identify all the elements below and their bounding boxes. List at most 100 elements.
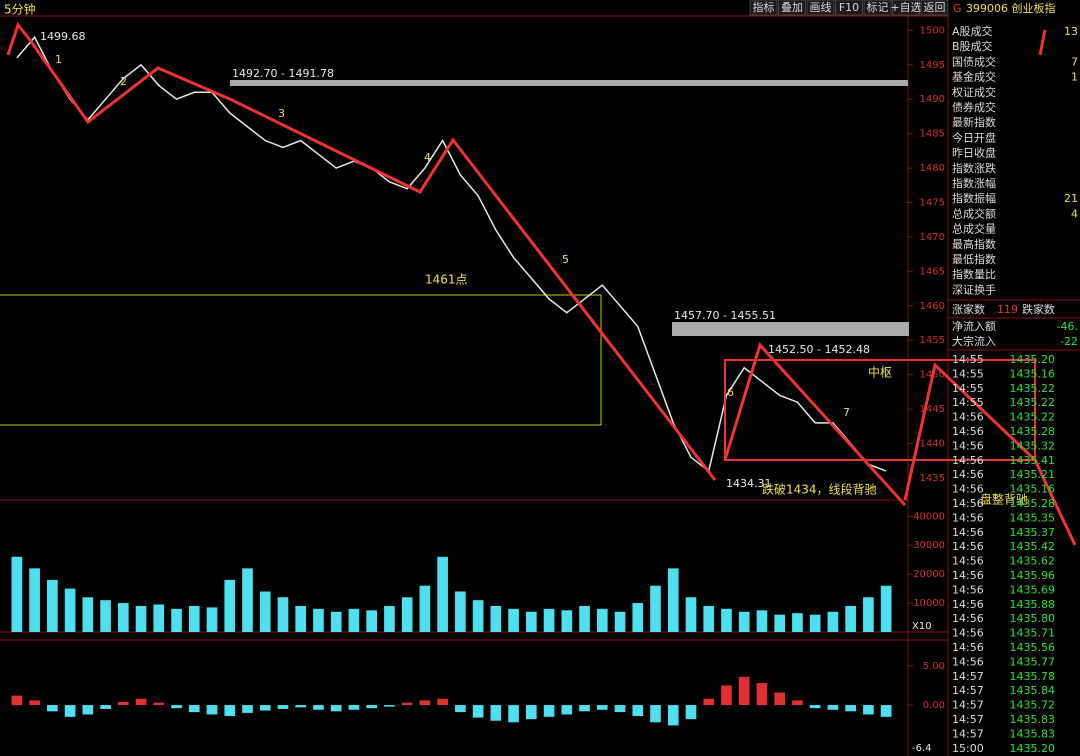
volume-bar	[171, 608, 182, 632]
y-tick-label: 20000	[913, 569, 945, 580]
macd-bar	[29, 700, 40, 706]
toolbar-button[interactable]	[778, 0, 806, 16]
volume-bar	[756, 610, 768, 632]
volume-bar	[117, 603, 129, 632]
y-tick-label: 1485	[920, 129, 945, 140]
tick-time: 14:56	[952, 583, 984, 596]
tick-time: 14:57	[952, 699, 984, 712]
annotation: 盘整背驰	[980, 492, 1028, 507]
toolbar-label[interactable]: 叠加	[781, 1, 803, 14]
level-box	[0, 294, 602, 426]
tick-time: 14:56	[952, 555, 984, 568]
tick-price: 1435.35	[1010, 511, 1056, 524]
annotation: 1434.31	[726, 477, 772, 490]
tick-time: 14:56	[952, 627, 984, 640]
toolbar-button[interactable]	[806, 0, 835, 16]
tick-time: 14:56	[952, 411, 984, 424]
volume-bar	[880, 585, 892, 632]
macd-bar	[561, 705, 573, 715]
tick-price: 1435.71	[1010, 627, 1056, 640]
toolbar-label[interactable]: 画线	[810, 0, 832, 14]
panel-value: 13	[1064, 25, 1078, 38]
tick-price: 1435.84	[1010, 684, 1056, 697]
volume-bar	[561, 610, 573, 632]
y-tick-label: 1470	[920, 232, 945, 243]
tick-time: 14:56	[952, 540, 984, 553]
macd-bar	[596, 705, 608, 710]
annotation: -6.4	[912, 743, 932, 754]
y-tick-label: 0.00	[923, 700, 945, 711]
wave-label: 5	[562, 253, 569, 266]
y-tick-label: 10000	[913, 598, 945, 609]
macd-bar	[401, 702, 413, 706]
tick-price: 1435.77	[1010, 655, 1056, 668]
toolbar: 指标 叠加 画线 F10 标记 +自选 返回	[749, 0, 949, 16]
toolbar-button[interactable]	[835, 0, 863, 16]
volume-bar	[508, 608, 519, 632]
toolbar-button[interactable]	[749, 0, 778, 16]
macd-bar	[579, 705, 590, 712]
tick-time: 14:56	[952, 612, 984, 625]
macd-bar	[845, 705, 856, 712]
toolbar-label[interactable]: 指标	[753, 0, 775, 14]
tick-time: 14:56	[952, 439, 984, 452]
toolbar-label[interactable]: 标记	[867, 0, 889, 14]
volume-bar	[29, 568, 40, 632]
wave-label: 3	[278, 107, 285, 120]
volume-bar	[650, 585, 661, 632]
macd-bar	[774, 692, 786, 706]
panel-code: 399006 创业板指	[966, 1, 1056, 15]
period[interactable]: 5分钟	[4, 2, 36, 17]
tick-price: 1435.96	[1010, 569, 1056, 582]
tick-price: 1435.72	[1010, 699, 1056, 712]
wave-label: 6	[727, 386, 734, 399]
tick-time: 14:56	[952, 454, 984, 467]
level-band	[230, 80, 908, 86]
volume-bar	[401, 597, 413, 632]
volume-bar	[472, 600, 484, 632]
volume-bar	[47, 579, 58, 632]
tick-price: 1435.69	[1010, 583, 1056, 596]
panel-value: 4	[1071, 207, 1078, 220]
y-tick-label: 1495	[920, 60, 945, 71]
volume-bar	[827, 611, 839, 632]
volume-bar	[224, 579, 236, 632]
toolbar-label[interactable]: 返回	[924, 1, 946, 14]
tick-time: 14:56	[952, 497, 984, 510]
macd-bar	[295, 705, 307, 708]
tick-price: 1435.88	[1010, 598, 1056, 611]
macd-bar	[366, 705, 377, 709]
volume-bar	[11, 556, 23, 632]
macd-bar	[206, 705, 218, 715]
toolbar-label[interactable]: F10	[839, 1, 859, 14]
macd-bar	[135, 698, 147, 706]
macd-bar	[242, 705, 253, 713]
tick-time: 14:56	[952, 468, 984, 481]
toolbar-label[interactable]: +自选	[890, 1, 921, 14]
panel-label: 今日开盘	[952, 130, 996, 144]
volume-bar	[135, 605, 147, 632]
tick-price: 1435.22	[1010, 411, 1056, 424]
macd-bar	[11, 695, 23, 706]
macd-bar	[224, 705, 236, 717]
toolbar-button[interactable]	[863, 0, 892, 16]
wave-label: 1	[55, 53, 62, 66]
macd-bar	[100, 705, 111, 709]
macd-bar	[277, 705, 289, 709]
volume-bar	[437, 556, 448, 632]
tick-time: 14:56	[952, 598, 984, 611]
tick-price: 1435.22	[1010, 382, 1056, 395]
toolbar-button[interactable]	[892, 0, 920, 16]
annotation: 1492.70 - 1491.78	[232, 67, 334, 80]
toolbar-button[interactable]	[920, 0, 949, 16]
tick-price: 1435.32	[1010, 439, 1056, 452]
panel-label: 债券成交	[952, 100, 996, 114]
panel-value: 1	[1071, 71, 1078, 84]
y-tick-label: 1475	[920, 197, 945, 208]
y-tick-label: 1440	[920, 439, 945, 450]
tick-time: 14:55	[952, 396, 984, 409]
tick-time: 14:57	[952, 713, 984, 726]
panel-flag: G	[953, 2, 962, 15]
macd-bar	[64, 705, 76, 717]
plot: 1435144014451450145514601465147014751480…	[11, 25, 945, 726]
